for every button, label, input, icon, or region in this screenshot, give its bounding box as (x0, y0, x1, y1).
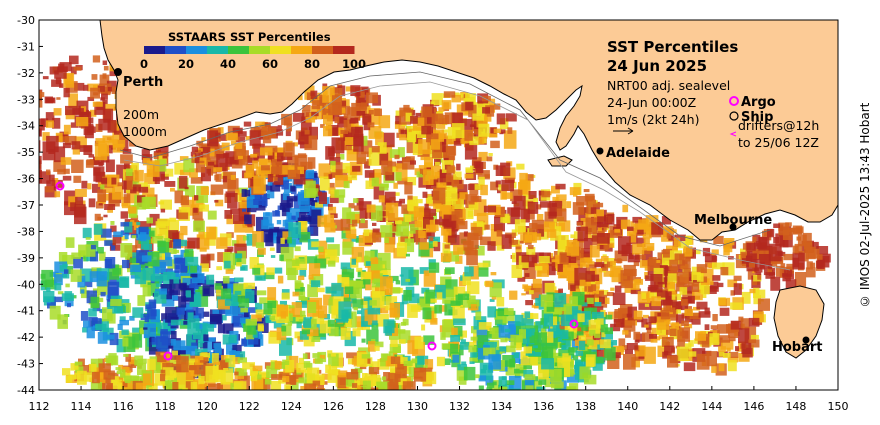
colorbar-cell (291, 46, 313, 54)
info-line-3: 1m/s (2kt 24h) (607, 112, 699, 127)
credit-text: © IMOS 02-Jul-2025 13:43 Hobart (858, 102, 872, 308)
perth-marker-icon (114, 68, 122, 76)
colorbar-cell (312, 46, 334, 54)
x-tick-label: 146 (743, 400, 764, 413)
depth-label-1000m: 1000m (123, 124, 167, 139)
city-perth: Perth (123, 75, 163, 90)
colorbar-cell (144, 46, 166, 54)
colorbar-tick-label: 60 (262, 57, 278, 71)
colorbar-tick-label: 0 (140, 57, 148, 71)
sst-percentile-field (39, 55, 831, 390)
colorbar-tick-label: 40 (220, 57, 236, 71)
x-tick-label: 126 (323, 400, 344, 413)
colorbar-cell (186, 46, 208, 54)
bathymetry-200m (119, 71, 771, 247)
x-tick-label: 116 (113, 400, 134, 413)
y-axis: -30 -31 -32 -33 -34 -35 -36 -37 -38 -39 -40 -41 -42 -… (17, 14, 43, 397)
colorbar-title: SSTAARS SST Percentiles (168, 30, 331, 44)
argo-float (55, 181, 65, 191)
y-tick-label: -41 (17, 305, 35, 318)
colorbar-tick-label: 100 (342, 57, 366, 71)
argo-marker-icon (729, 96, 739, 106)
hobart-marker-icon (802, 336, 810, 344)
x-tick-label: 134 (491, 400, 512, 413)
argo-float (427, 341, 437, 351)
land-tasmania (773, 285, 825, 359)
x-tick-label: 130 (407, 400, 428, 413)
y-tick-label: -43 (17, 358, 35, 371)
x-tick-label: 148 (785, 400, 806, 413)
x-tick-label: 132 (449, 400, 470, 413)
city-adelaide: Adelaide (606, 146, 670, 161)
y-tick-label: -30 (17, 14, 35, 27)
x-tick-label: 118 (155, 400, 176, 413)
colorbar-cell (207, 46, 229, 54)
colorbar: SSTAARS SST Percentiles 0 20 40 60 80 100 (140, 30, 366, 71)
x-tick-label: 120 (197, 400, 218, 413)
city-hobart: Hobart (772, 340, 823, 355)
x-tick-label: 144 (701, 400, 722, 413)
x-tick-label: 114 (71, 400, 92, 413)
argo-float (163, 351, 173, 361)
x-tick-label: 140 (617, 400, 638, 413)
legend-drifters: drifters@12h (738, 118, 819, 133)
map-title: SST Percentiles (607, 38, 738, 56)
legend-drifters-to: to 25/06 12Z (738, 135, 819, 150)
x-tick-label: 112 (29, 400, 50, 413)
land-kangaroo-island (547, 155, 573, 167)
y-tick-label: -40 (17, 278, 35, 291)
colorbar-tick-label: 80 (304, 57, 320, 71)
x-tick-label: 138 (575, 400, 596, 413)
y-tick-label: -33 (17, 93, 35, 106)
info-line-2: 24-Jun 00:00Z (607, 95, 696, 110)
y-tick-label: -35 (17, 146, 35, 159)
legend-ship: Ship (741, 110, 773, 125)
city-melbourne: Melbourne (694, 213, 772, 228)
x-tick-label: 122 (239, 400, 260, 413)
legend-argo: Argo (741, 95, 776, 110)
y-tick-label: -42 (17, 331, 35, 344)
y-tick-label: -37 (17, 199, 35, 212)
adelaide-marker-icon (596, 147, 604, 155)
x-tick-label: 150 (828, 400, 849, 413)
y-tick-label: -31 (17, 40, 35, 53)
depth-label-200m: 200m (123, 107, 159, 122)
colorbar-cell (228, 46, 250, 54)
y-tick-label: -44 (17, 384, 35, 397)
y-tick-label: -38 (17, 225, 35, 238)
info-line-1: NRT00 adj. sealevel (607, 78, 730, 93)
drifter-marker-icon (729, 131, 737, 137)
bathymetry-1000m (123, 81, 791, 271)
colorbar-cell (165, 46, 187, 54)
x-tick-label: 136 (533, 400, 554, 413)
x-tick-label: 128 (365, 400, 386, 413)
colorbar-cell (249, 46, 271, 54)
y-tick-label: -36 (17, 173, 35, 186)
y-tick-label: -32 (17, 67, 35, 80)
y-tick-label: -34 (17, 120, 35, 133)
land-australia (39, 20, 838, 241)
colorbar-tick-label: 20 (178, 57, 194, 71)
colorbar-cell (270, 46, 292, 54)
x-axis: 112 114 116 118 120 122 124 126 128 130 132 134 136 1… (29, 386, 849, 413)
melbourne-marker-icon (729, 223, 737, 231)
x-tick-label: 142 (659, 400, 680, 413)
argo-float (569, 319, 579, 329)
ship-marker-icon (729, 111, 739, 121)
map-date: 24 Jun 2025 (607, 57, 707, 75)
velocity-scale-arrow-icon (613, 127, 634, 135)
colorbar-cell (333, 46, 355, 54)
y-tick-label: -39 (17, 252, 35, 265)
x-tick-label: 124 (281, 400, 302, 413)
